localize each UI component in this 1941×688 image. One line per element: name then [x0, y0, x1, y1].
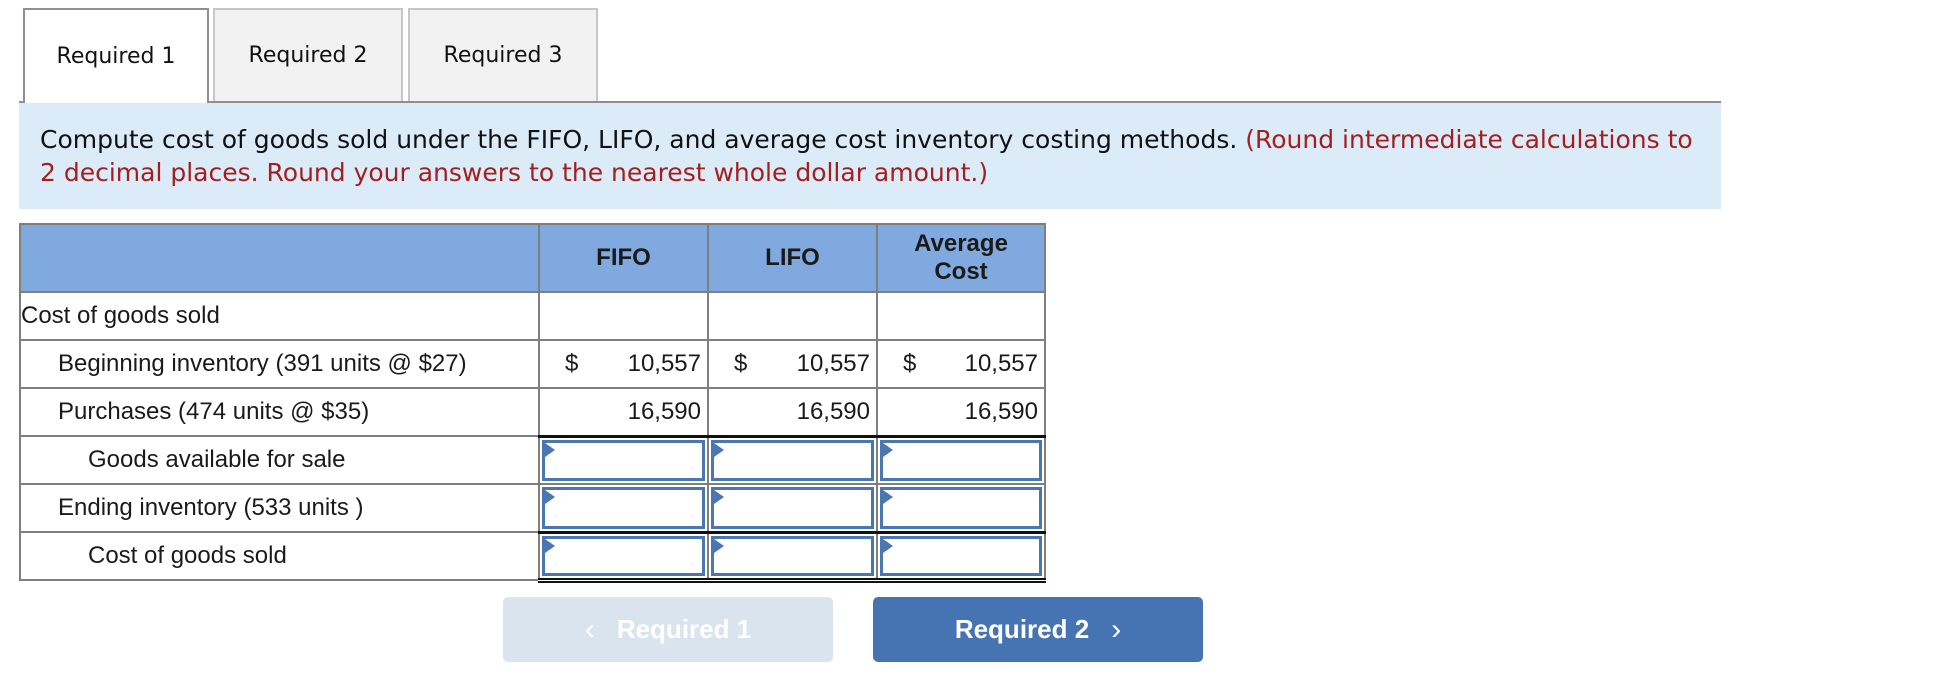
avg-goods-available-cell	[876, 434, 1046, 485]
currency-symbol: $	[734, 350, 748, 377]
row-label-goods-available: Goods available for sale	[19, 435, 540, 485]
value: 16,590	[627, 397, 701, 425]
row-label-cost-of-goods-sold-heading: Cost of goods sold	[19, 291, 540, 341]
table-row: Ending inventory (533 units )	[19, 483, 1046, 533]
rounding-note: (Round intermediate calculations to 2 de…	[40, 125, 1693, 187]
avg-ending-inventory-cell	[876, 483, 1046, 533]
input-flag-icon	[883, 442, 893, 457]
lifo-ending-inventory-cell	[707, 483, 878, 533]
avg-cogs-cell	[876, 530, 1046, 583]
fifo-purchases: 16,590	[538, 387, 709, 437]
input-flag-icon	[714, 538, 724, 553]
table-header-row: FIFO LIFO Average Cost	[19, 223, 1046, 293]
tab-required-3[interactable]: Required 3	[408, 8, 598, 101]
row-label-beginning-inventory: Beginning inventory (391 units @ $27)	[19, 339, 540, 389]
currency-symbol: $	[903, 350, 917, 377]
input-flag-icon	[714, 490, 724, 504]
row-label-ending-inventory: Ending inventory (533 units )	[19, 483, 540, 533]
table-row: Goods available for sale	[19, 434, 1046, 485]
input-flag-icon	[714, 442, 724, 457]
table-row: Cost of goods sold	[19, 530, 1046, 583]
empty-cell	[707, 291, 878, 341]
tab-label: Required 1	[56, 44, 176, 69]
chevron-left-icon: ‹	[584, 612, 595, 646]
header-fifo: FIFO	[538, 223, 709, 293]
fifo-cogs-input[interactable]	[545, 538, 702, 573]
lifo-ending-inventory-input[interactable]	[714, 490, 871, 526]
fifo-cogs-cell	[538, 530, 709, 583]
lifo-goods-available-cell	[707, 434, 878, 485]
chevron-right-icon: ›	[1111, 612, 1122, 646]
input-flag-icon	[545, 490, 555, 504]
header-blank	[19, 223, 540, 293]
next-required-button[interactable]: Required 2 ›	[873, 597, 1203, 662]
value: 16,590	[796, 397, 870, 425]
tab-divider	[19, 101, 1721, 103]
prev-button-label: Required 1	[616, 614, 752, 644]
value: 10,557	[627, 350, 701, 377]
tab-label: Required 3	[443, 43, 563, 68]
tab-label: Required 2	[248, 43, 368, 68]
avg-cogs-input[interactable]	[883, 538, 1039, 573]
tab-required-2[interactable]: Required 2	[213, 8, 403, 101]
fifo-ending-inventory-cell	[538, 483, 709, 533]
header-average-cost-label: Average Cost	[914, 230, 1008, 285]
avg-purchases: 16,590	[876, 387, 1046, 437]
instructions-text: Compute cost of goods sold under the FIF…	[40, 125, 1246, 154]
input-flag-icon	[883, 538, 893, 553]
fifo-ending-inventory-input[interactable]	[545, 490, 702, 526]
input-flag-icon	[545, 442, 555, 457]
avg-beginning-inventory: $10,557	[876, 339, 1046, 389]
row-label-purchases: Purchases (474 units @ $35)	[19, 387, 540, 437]
lifo-goods-available-input[interactable]	[714, 442, 871, 478]
avg-ending-inventory-input[interactable]	[883, 490, 1039, 526]
cogs-table: FIFO LIFO Average Cost Cost of goods sol…	[19, 223, 1046, 583]
avg-goods-available-input[interactable]	[883, 442, 1039, 478]
lifo-beginning-inventory: $10,557	[707, 339, 878, 389]
lifo-cogs-input[interactable]	[714, 538, 871, 573]
table-row: Beginning inventory (391 units @ $27) $1…	[19, 339, 1046, 389]
header-average-cost: Average Cost	[876, 223, 1046, 293]
header-lifo: LIFO	[707, 223, 878, 293]
lifo-cogs-cell	[707, 530, 878, 583]
fifo-goods-available-cell	[538, 434, 709, 485]
tab-required-1[interactable]: Required 1	[23, 8, 209, 103]
next-button-label: Required 2	[954, 614, 1090, 644]
value: 16,590	[964, 397, 1038, 425]
value: 10,557	[964, 350, 1038, 377]
table-row: Purchases (474 units @ $35) 16,590 16,59…	[19, 387, 1046, 437]
fifo-beginning-inventory: $10,557	[538, 339, 709, 389]
tab-bar: Required 1 Required 2 Required 3	[0, 0, 1721, 103]
empty-cell	[538, 291, 709, 341]
instructions-panel: Compute cost of goods sold under the FIF…	[19, 103, 1721, 209]
currency-symbol: $	[565, 350, 579, 377]
input-flag-icon	[883, 490, 893, 504]
fifo-goods-available-input[interactable]	[545, 442, 702, 478]
value: 10,557	[796, 350, 870, 377]
lifo-purchases: 16,590	[707, 387, 878, 437]
prev-required-button[interactable]: ‹ Required 1	[503, 597, 833, 662]
row-label-cost-of-goods-sold: Cost of goods sold	[19, 531, 540, 581]
input-flag-icon	[545, 538, 555, 553]
table-row: Cost of goods sold	[19, 291, 1046, 341]
empty-cell	[876, 291, 1046, 341]
